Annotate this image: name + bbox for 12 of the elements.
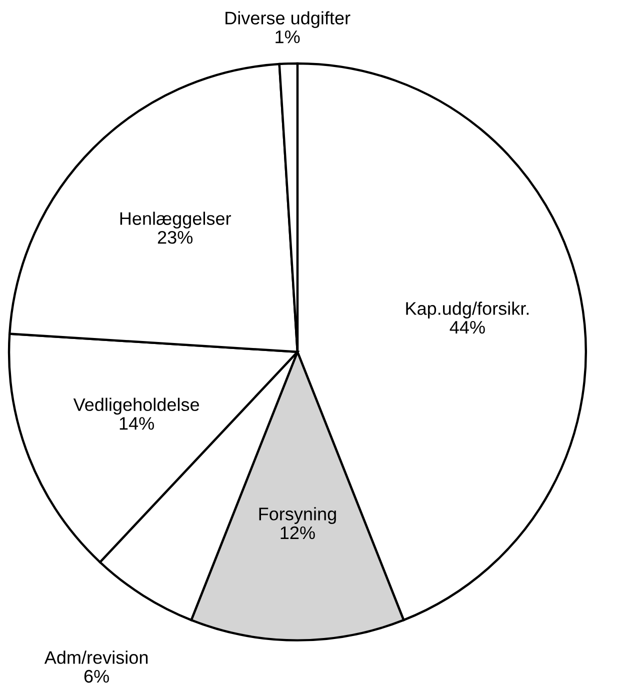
data-label: 6% [84, 670, 109, 683]
slice-label: Forsyning [259, 507, 336, 524]
slice-label: Kap.udg/forsikr. [406, 302, 529, 318]
data-label: 14% [120, 417, 154, 430]
slice-label: Vedligeholdelse [73, 398, 200, 415]
slice-label: Adm/revision [44, 650, 148, 664]
data-label: 12% [280, 526, 315, 540]
data-label: 1% [276, 30, 300, 44]
slice-label: Diverse udgifter [226, 11, 350, 28]
data-label: 44% [450, 320, 485, 334]
slice-label: Henlæggelser [120, 212, 231, 229]
data-label: 23% [158, 230, 193, 244]
